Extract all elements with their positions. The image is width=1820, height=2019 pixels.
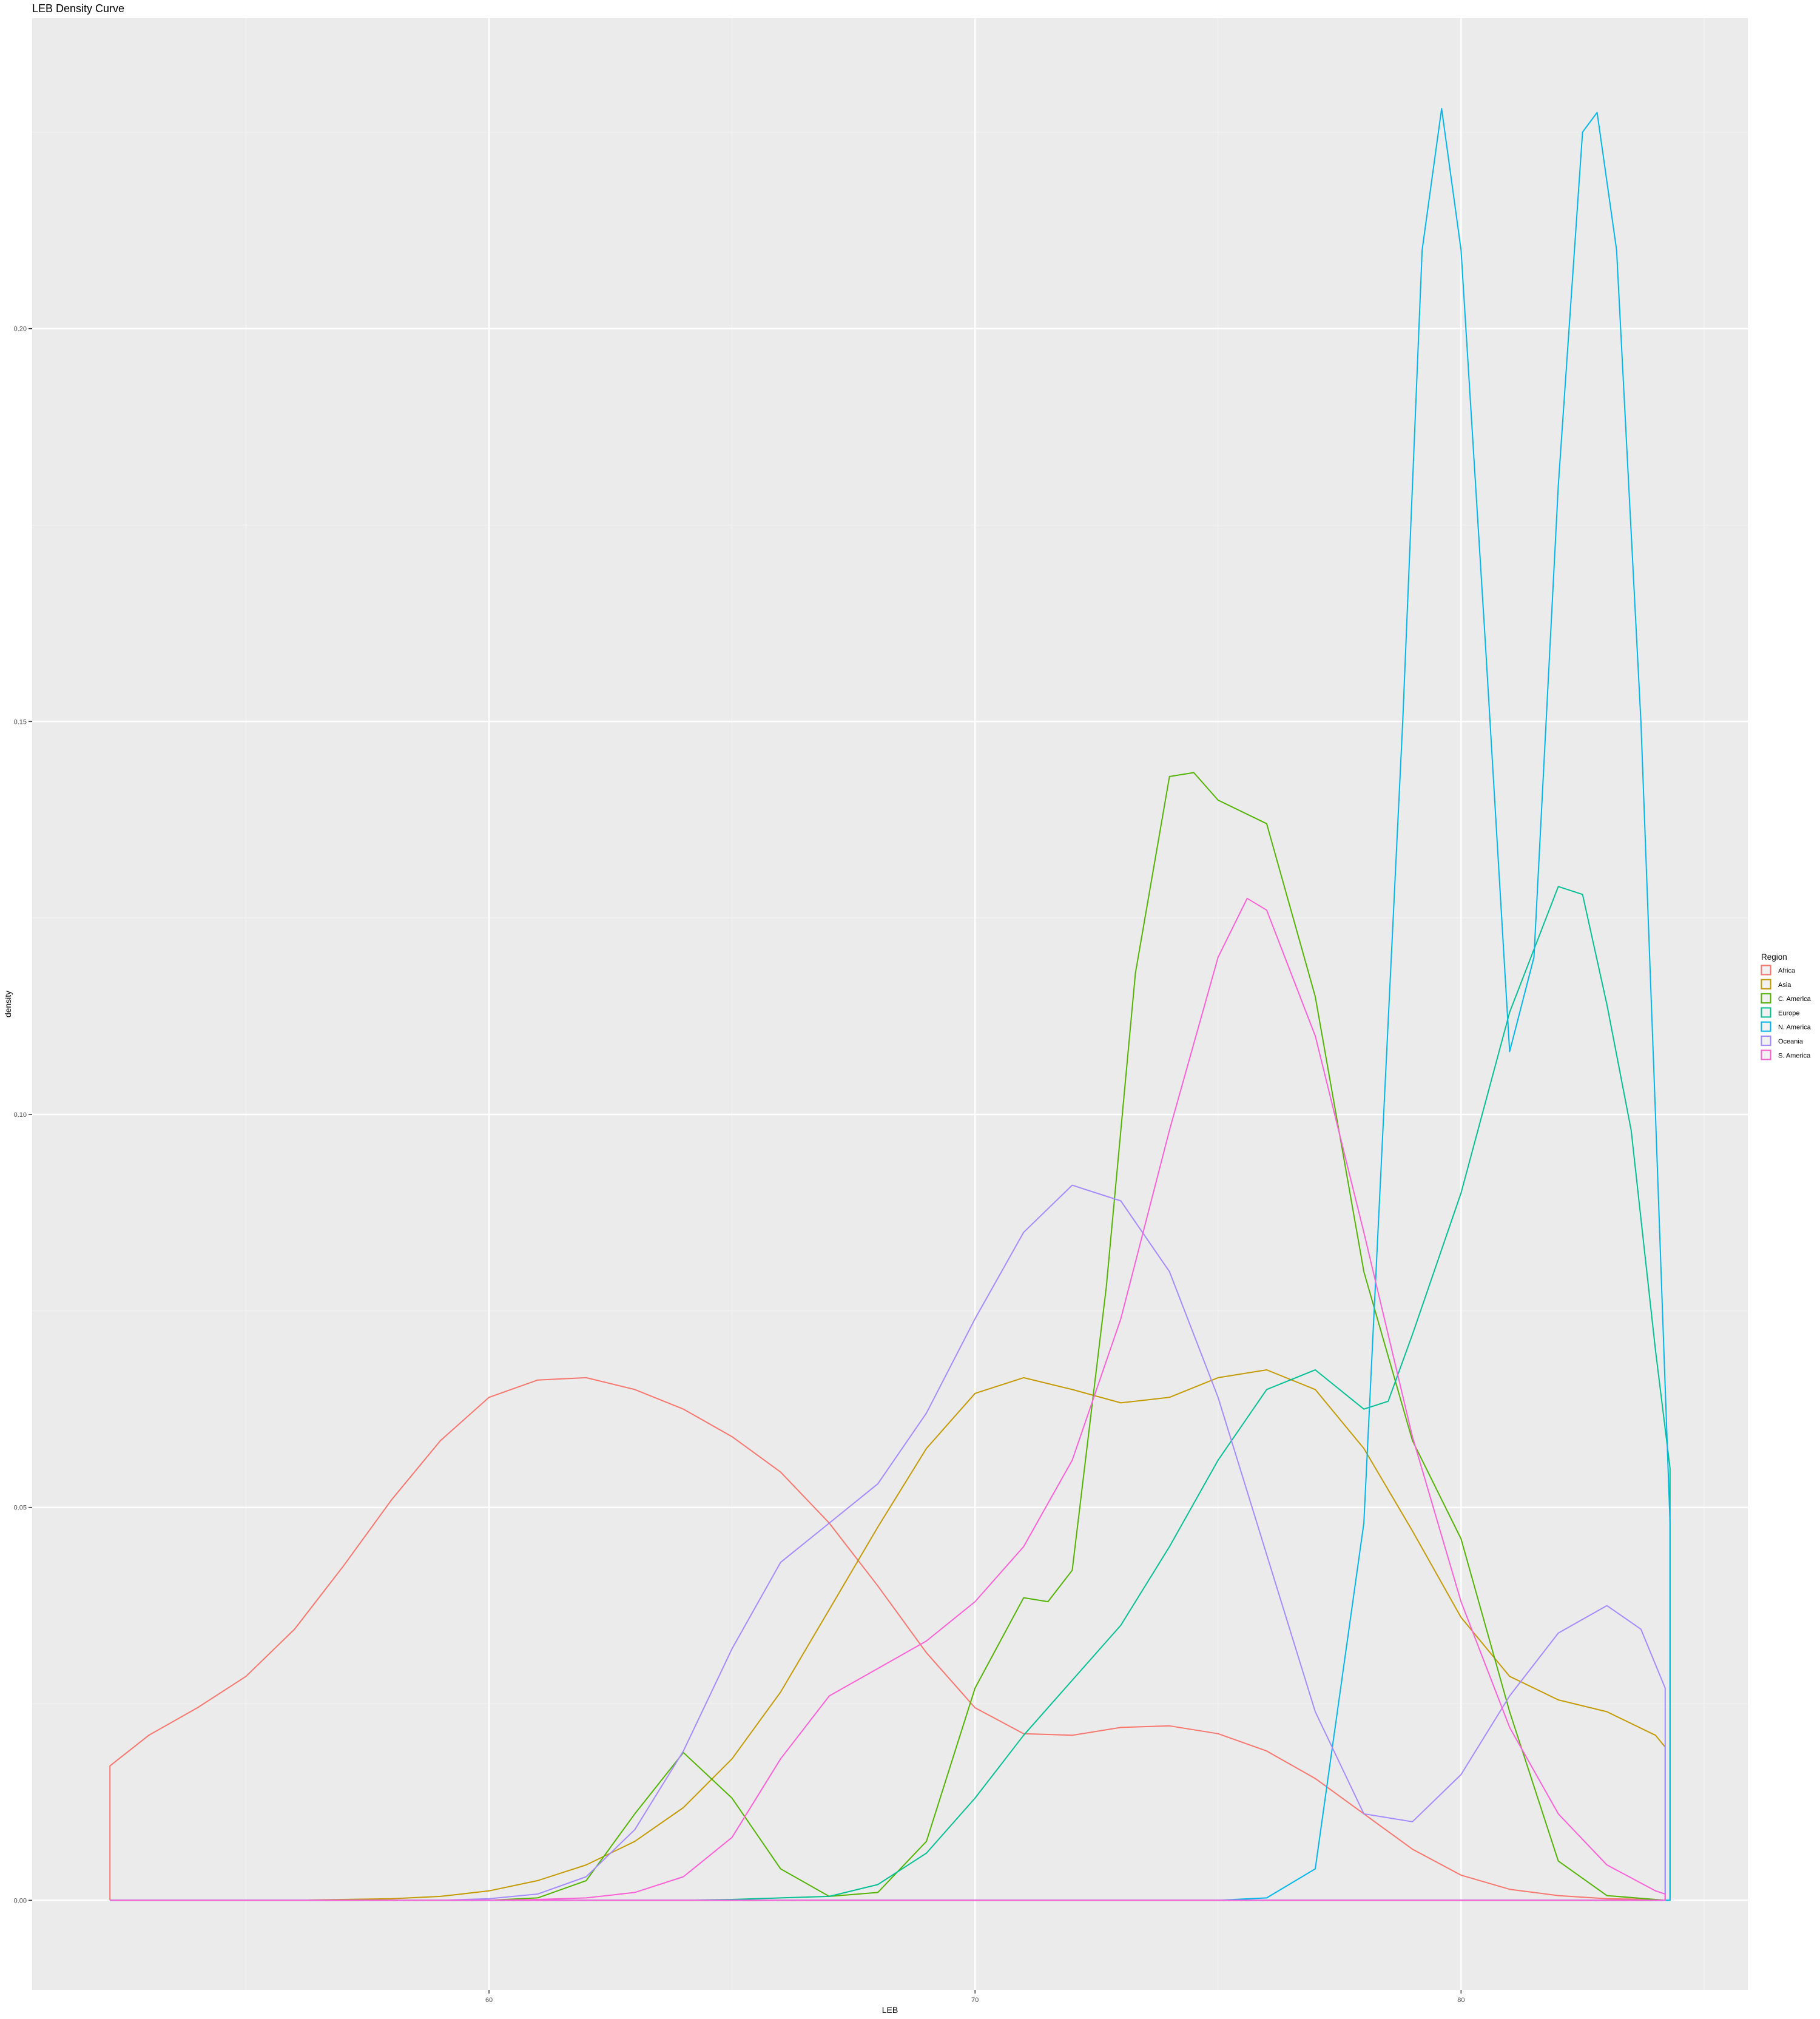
y-tick-label: 0.15	[14, 718, 27, 726]
density-curves	[109, 108, 1671, 1901]
legend-label-europe: Europe	[1778, 1010, 1799, 1017]
legend-swatch-europe	[1761, 1007, 1771, 1018]
x-axis-title: LEB	[882, 2005, 898, 2015]
density-curve-n-america	[110, 108, 1671, 1901]
legend-swatch-c-america	[1761, 993, 1771, 1004]
density-curve-asia	[110, 1369, 1666, 1901]
density-curve-africa	[109, 1377, 1666, 1901]
axes: 60 70 80 0.00 0.05 0.10 0.15 0.20	[14, 326, 1465, 2004]
legend-label-c-america: C. America	[1778, 996, 1812, 1003]
y-tick-label: 0.00	[14, 1897, 27, 1904]
legend: Region Africa Asia C. America Europe N. Amer…	[1759, 952, 1812, 1062]
legend-label-s-america: S. America	[1778, 1052, 1811, 1059]
density-curve-c-america	[110, 772, 1666, 1901]
legend-label-n-america: N. America	[1778, 1024, 1812, 1031]
density-curve-oceania	[110, 1184, 1666, 1901]
density-curve-s-america	[110, 897, 1666, 1901]
legend-key-asia	[1759, 977, 1773, 991]
legend-label-asia: Asia	[1778, 982, 1791, 989]
legend-key-c-america	[1759, 992, 1773, 1005]
legend-title: Region	[1761, 952, 1787, 962]
density-curve-europe	[110, 886, 1671, 1901]
plot-panel	[32, 18, 1748, 1990]
legend-label-africa: Africa	[1778, 968, 1796, 975]
chart-title: LEB Density Curve	[32, 2, 124, 15]
legend-key-n-america	[1759, 1020, 1773, 1033]
legend-swatch-n-america	[1761, 1021, 1771, 1032]
x-tick-label: 80	[1457, 1997, 1464, 2004]
x-tick-label: 70	[971, 1997, 979, 2004]
legend-label-oceania: Oceania	[1778, 1038, 1804, 1045]
x-tick-label: 60	[485, 1997, 493, 2004]
legend-key-oceania	[1759, 1034, 1773, 1047]
y-tick-label: 0.10	[14, 1111, 27, 1119]
legend-swatch-asia	[1761, 979, 1771, 989]
legend-swatch-oceania	[1761, 1036, 1771, 1046]
legend-key-s-america	[1759, 1048, 1773, 1062]
y-tick-label: 0.20	[14, 326, 27, 333]
legend-key-europe	[1759, 1006, 1773, 1019]
y-axis-title: density	[3, 991, 13, 1017]
y-tick-label: 0.05	[14, 1505, 27, 1512]
minor-gridlines	[32, 18, 1748, 1990]
legend-swatch-s-america	[1761, 1050, 1771, 1060]
legend-key-africa	[1759, 963, 1773, 977]
legend-swatch-africa	[1761, 965, 1771, 976]
